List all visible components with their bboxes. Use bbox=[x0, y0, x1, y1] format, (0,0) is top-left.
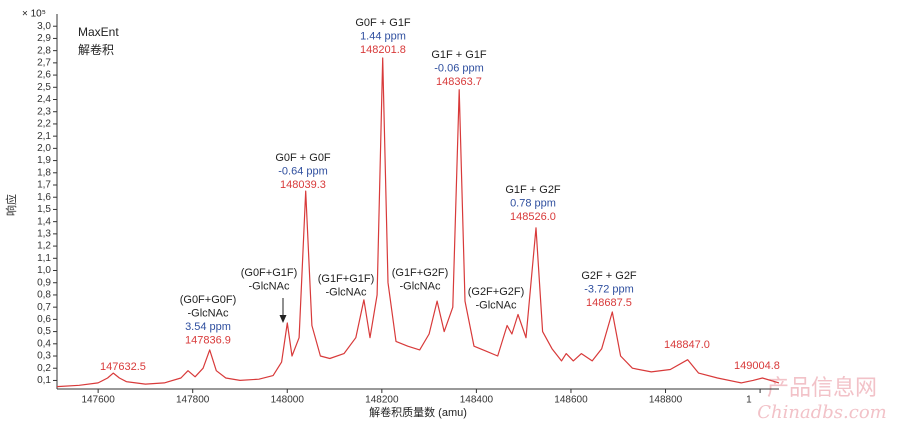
x-tick-label: 147600 bbox=[81, 395, 115, 406]
y-unit: × 10⁵ bbox=[22, 9, 46, 20]
peak-label: -GlcNAc bbox=[188, 307, 229, 319]
x-tick-label: 148600 bbox=[554, 395, 588, 406]
y-tick-label: 1,9 bbox=[37, 155, 51, 166]
peak-label: (G2F+G2F) bbox=[468, 286, 525, 298]
y-tick-label: 1,2 bbox=[37, 241, 51, 252]
y-tick-label: 2,4 bbox=[37, 94, 51, 105]
peak-mass: 148847.0 bbox=[664, 339, 710, 351]
peak-ppm: 0.78 ppm bbox=[510, 197, 556, 209]
y-tick-label: 0,1 bbox=[37, 375, 51, 386]
y-tick-label: 0,2 bbox=[37, 363, 51, 374]
y-tick-label: 2,2 bbox=[37, 119, 51, 130]
peak-label: G2F + G2F bbox=[581, 270, 637, 282]
y-tick-label: 3,0 bbox=[37, 21, 51, 32]
peak-ppm: -0.64 ppm bbox=[278, 165, 328, 177]
peak-mass: 148363.7 bbox=[436, 76, 482, 88]
peak-label: G1F + G2F bbox=[505, 184, 561, 196]
peak-label: G0F + G0F bbox=[275, 152, 331, 164]
spectrum-line bbox=[56, 57, 780, 388]
y-tick-label: 2,8 bbox=[37, 45, 51, 56]
y-tick-label: 2,7 bbox=[37, 58, 51, 69]
x-tick-label: 147800 bbox=[176, 395, 210, 406]
peak-label: -GlcNAc bbox=[326, 286, 367, 298]
y-tick-label: 2,0 bbox=[37, 143, 51, 154]
y-tick-label: 2,3 bbox=[37, 106, 51, 117]
peak-ppm: 3.54 ppm bbox=[185, 321, 231, 333]
y-tick-label: 0,5 bbox=[37, 326, 51, 337]
method: MaxEnt bbox=[78, 25, 119, 39]
y-tick-label: 0,6 bbox=[37, 314, 51, 325]
x-tick-label: 148400 bbox=[460, 395, 494, 406]
peak-mass: 147836.9 bbox=[185, 334, 231, 346]
x-tick-label: 148200 bbox=[365, 395, 399, 406]
y-tick-label: 2,1 bbox=[37, 131, 51, 142]
peak-label: (G1F+G2F) bbox=[392, 267, 449, 279]
y-tick-label: 1,3 bbox=[37, 229, 51, 240]
peak-ppm: 1.44 ppm bbox=[360, 30, 406, 42]
peak-mass: 148201.8 bbox=[360, 44, 406, 56]
y-tick-label: 1,4 bbox=[37, 216, 51, 227]
peak-label: (G0F+G1F) bbox=[241, 267, 298, 279]
y-tick-label: 1,6 bbox=[37, 192, 51, 203]
y-tick-label: 0,4 bbox=[37, 338, 51, 349]
y-tick-label: 2,6 bbox=[37, 70, 51, 81]
y-tick-label: 0,7 bbox=[37, 302, 51, 313]
peak-label: -GlcNAc bbox=[476, 299, 517, 311]
y-tick-label: 2,5 bbox=[37, 82, 51, 93]
method-cn: 解卷积 bbox=[78, 42, 114, 57]
x-tick-label: 148800 bbox=[649, 395, 683, 406]
peak-label: G0F + G1F bbox=[355, 17, 411, 29]
x-tick-label: 148000 bbox=[271, 395, 305, 406]
peak-mass: 148687.5 bbox=[586, 297, 632, 309]
y-tick-label: 0,8 bbox=[37, 290, 51, 301]
y-tick-label: 1,7 bbox=[37, 180, 51, 191]
peak-mass: 149004.8 bbox=[734, 360, 780, 372]
y-axis-label: 响应 bbox=[4, 194, 18, 216]
peak-ppm: -0.06 ppm bbox=[434, 62, 484, 74]
peak-mass: 148526.0 bbox=[510, 211, 556, 223]
peak-label: -GlcNAc bbox=[249, 280, 290, 292]
arrow-head bbox=[279, 315, 287, 323]
watermark: Chinadbs.com bbox=[757, 402, 886, 423]
y-tick-label: 2,9 bbox=[37, 33, 51, 44]
peak-label: G1F + G1F bbox=[431, 49, 487, 61]
x-tick-label: 1 bbox=[746, 395, 752, 406]
y-tick-label: 1,0 bbox=[37, 265, 51, 276]
watermark: 产品信息网 bbox=[767, 376, 877, 401]
y-tick-label: 1,1 bbox=[37, 253, 51, 264]
y-tick-label: 1,8 bbox=[37, 167, 51, 178]
y-tick-label: 1,5 bbox=[37, 204, 51, 215]
y-tick-label: 0,3 bbox=[37, 351, 51, 362]
y-tick-label: 0,9 bbox=[37, 277, 51, 288]
peak-mass: 148039.3 bbox=[280, 179, 326, 191]
peak-mass: 147632.5 bbox=[100, 361, 146, 373]
x-axis-label: 解卷积质量数 (amu) bbox=[369, 405, 467, 419]
peak-ppm: -3.72 ppm bbox=[584, 283, 634, 295]
peak-label: (G0F+G0F) bbox=[180, 294, 237, 306]
peak-label: (G1F+G1F) bbox=[318, 273, 375, 285]
peak-label: -GlcNAc bbox=[400, 280, 441, 292]
